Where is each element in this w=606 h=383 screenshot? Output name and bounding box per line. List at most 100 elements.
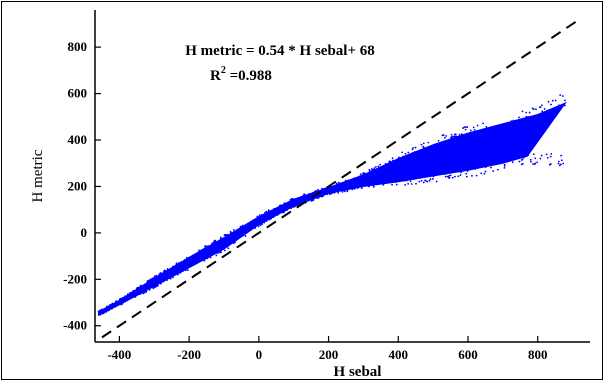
scatter-point: [109, 304, 111, 306]
scatter-point: [337, 191, 340, 194]
axes: -400 -200 0 200 400 600 800 -400 -200 0 200 400 600 8…: [63, 10, 590, 362]
scatter-point: [453, 135, 456, 138]
scatter-point: [546, 109, 549, 112]
scatter-point: [547, 100, 550, 103]
scatter-point: [254, 227, 257, 229]
scatter-point: [171, 276, 174, 279]
scatter-point: [242, 225, 244, 227]
scatter-point: [521, 158, 524, 161]
scatter-point: [411, 148, 414, 151]
scatter-point: [163, 270, 165, 273]
scatter-point: [458, 170, 461, 172]
scatter-point: [450, 133, 453, 136]
scatter-point: [115, 300, 117, 303]
scatter-point: [311, 191, 314, 194]
scatter-point: [172, 265, 174, 268]
scatter-point: [464, 126, 467, 129]
scatter-point: [297, 203, 300, 206]
scatter-point: [401, 151, 403, 154]
scatter-point: [475, 174, 478, 177]
scatter-point: [501, 124, 503, 127]
scatter-point: [160, 281, 162, 284]
scatter-point: [554, 99, 557, 102]
scatter-point: [204, 245, 206, 248]
scatter-point: [448, 176, 451, 179]
scatter-point: [359, 175, 362, 177]
scatter-point: [552, 107, 555, 110]
scatter-point: [388, 160, 391, 163]
scatter-point: [499, 161, 501, 164]
scatter-point: [422, 142, 425, 145]
scatter-point: [490, 166, 492, 169]
scatter-point: [511, 161, 514, 164]
scatter-point: [106, 305, 109, 308]
scatter-point: [212, 242, 215, 245]
scatter-point: [155, 276, 158, 278]
scatter-point: [121, 296, 124, 299]
scatter-point: [213, 240, 216, 243]
scatter-point: [532, 153, 535, 156]
scatter-point: [223, 236, 226, 239]
scatter-point: [391, 157, 394, 160]
one-to-one-line: [101, 18, 581, 339]
scatter-point: [120, 303, 123, 306]
scatter-point: [563, 99, 566, 102]
scatter-point: [464, 128, 467, 131]
scatter-point: [510, 120, 513, 123]
scatter-point: [351, 188, 354, 191]
x-tick-label: 600: [458, 347, 478, 362]
scatter-point: [516, 120, 519, 123]
x-tick-label: -200: [177, 347, 201, 362]
scatter-point: [363, 173, 366, 176]
scatter-point: [308, 193, 311, 196]
y-tick-label: 400: [68, 132, 88, 147]
scatter-point: [410, 183, 413, 185]
scatter-point: [536, 161, 539, 164]
scatter-point: [527, 116, 530, 118]
scatter-point: [540, 154, 543, 157]
scatter-point: [373, 167, 376, 170]
x-tick-label: 200: [319, 347, 339, 362]
scatter-point: [424, 179, 426, 182]
scatter-point: [256, 215, 259, 218]
scatter-point: [557, 160, 560, 163]
scatter-point: [418, 176, 421, 179]
scatter-point: [384, 181, 387, 184]
scatter-point: [263, 221, 266, 224]
scatter-point: [121, 302, 124, 304]
scatter-point: [242, 234, 245, 237]
scatter-point: [310, 199, 313, 202]
scatter-point: [371, 168, 374, 171]
scatter-point: [545, 153, 548, 156]
scatter-point: [449, 174, 452, 177]
scatter-point: [429, 178, 432, 180]
scatter-point: [503, 164, 506, 167]
scatter-point: [558, 164, 561, 167]
scatter-point: [232, 242, 235, 245]
scatter-point: [541, 110, 544, 113]
scatter-point: [133, 290, 135, 292]
r2-prefix: R: [210, 68, 221, 84]
scatter-point: [209, 256, 212, 259]
scatter-point: [484, 170, 487, 173]
scatter-point: [492, 170, 495, 172]
scatter-point: [111, 302, 114, 305]
scatter-point: [203, 259, 206, 262]
scatter-point: [465, 168, 468, 171]
scatter-point: [557, 104, 560, 107]
scatter-point: [153, 276, 156, 279]
scatter-point: [265, 220, 268, 222]
scatter-point: [272, 216, 275, 219]
scatter-point: [379, 163, 382, 166]
scatter-point: [226, 233, 229, 236]
scatter-point: [404, 183, 407, 186]
scatter-point: [436, 143, 438, 146]
scatter-point: [257, 225, 260, 228]
scatter-point: [422, 146, 425, 149]
scatter-point: [462, 127, 464, 130]
r2-value: =0.988: [226, 68, 272, 84]
scatter-point: [415, 176, 418, 179]
scatter-point: [202, 248, 205, 250]
scatter-point: [215, 254, 218, 257]
